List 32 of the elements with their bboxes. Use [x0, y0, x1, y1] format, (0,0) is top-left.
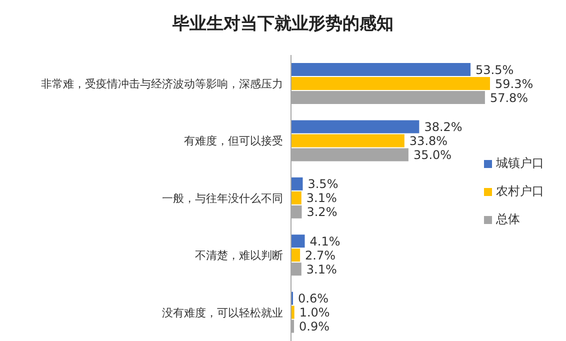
bar: [291, 120, 420, 134]
data-label: 3.5%: [308, 177, 338, 192]
data-label: 35.0%: [413, 148, 452, 162]
data-label: 0.9%: [299, 320, 330, 334]
bar: [291, 177, 303, 190]
data-label: 38.2%: [424, 120, 462, 134]
chart-title: 毕业生对当下就业形势的感知: [172, 13, 394, 35]
bar: [291, 63, 471, 76]
data-label: 1.0%: [299, 306, 330, 320]
y-tick-label: 有难度，但可以接受: [184, 134, 283, 148]
bar: [291, 234, 305, 248]
bar: [291, 134, 404, 148]
bar: [291, 77, 490, 90]
data-label: 0.6%: [298, 292, 329, 306]
legend-label: 城镇户口: [496, 156, 544, 170]
data-label: 57.8%: [490, 90, 528, 105]
data-label: 3.2%: [306, 205, 338, 220]
data-label: 59.3%: [495, 76, 534, 91]
legend-label: 总体: [496, 212, 520, 226]
y-tick-label: 不清楚，难以判断: [195, 249, 283, 262]
y-tick-label: 没有难度，可以轻松就业: [162, 306, 283, 320]
data-label: 33.8%: [409, 134, 448, 148]
legend-label: 农村户口: [496, 184, 544, 198]
bar: [291, 191, 302, 204]
data-label: 2.7%: [305, 248, 336, 262]
bar: [291, 248, 300, 262]
data-label: 3.1%: [306, 262, 337, 276]
data-label: 3.1%: [306, 191, 337, 206]
y-tick-label: 非常难，受疫情冲击与经济波动等影响，深感压力: [41, 78, 283, 91]
data-label: 4.1%: [310, 234, 340, 248]
data-label: 53.5%: [476, 62, 514, 77]
y-tick-label: 一般，与往年没什么不同: [162, 192, 283, 205]
